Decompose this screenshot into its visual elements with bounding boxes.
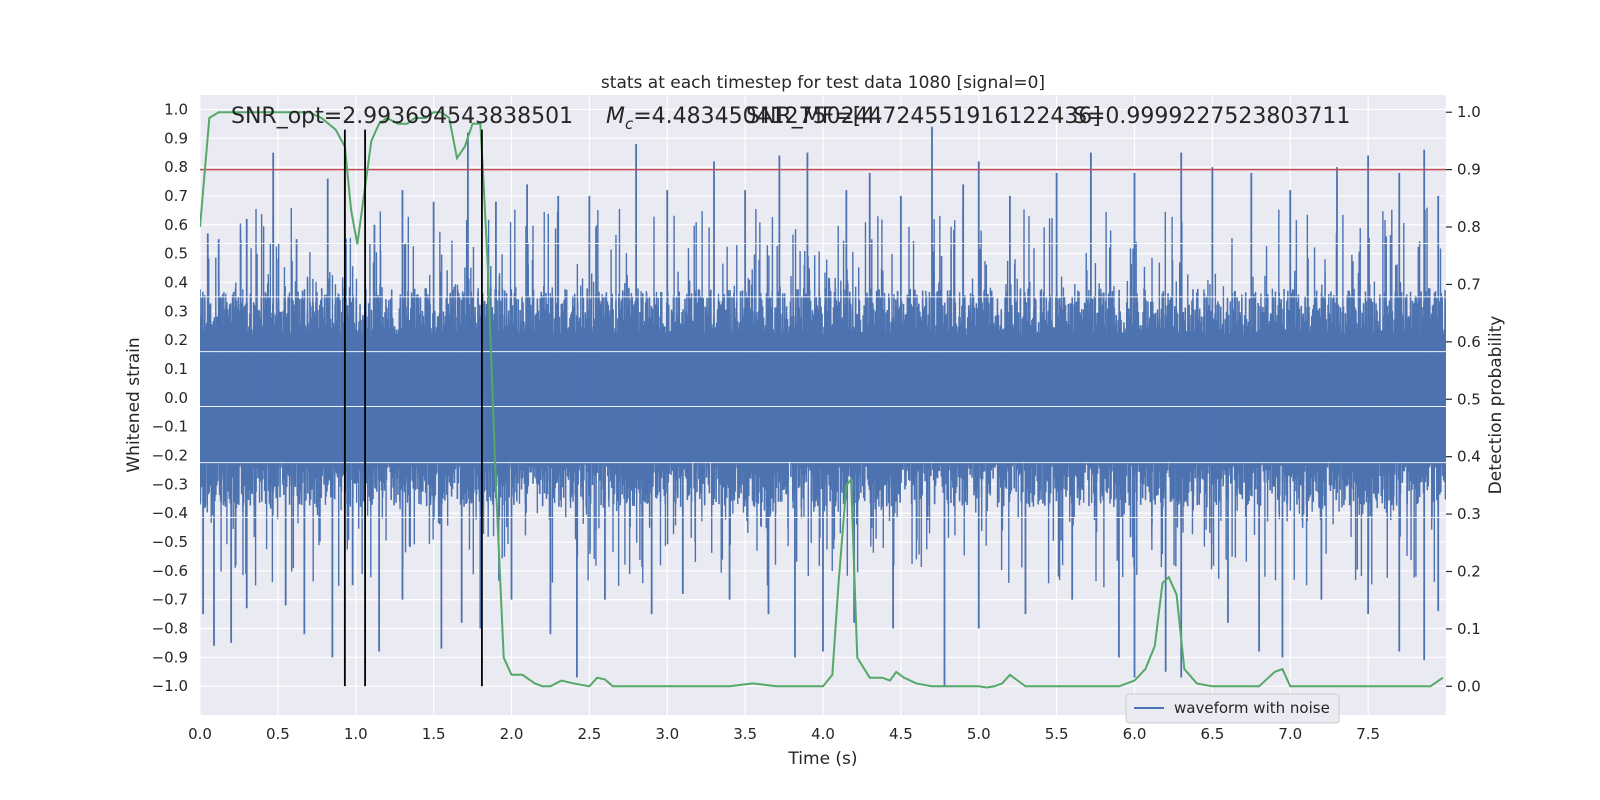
right-tick-label: 0.0 <box>1457 677 1481 695</box>
right-tick-label: 0.1 <box>1457 620 1481 638</box>
x-tick-label: 7.5 <box>1356 725 1380 743</box>
x-tick-label: 5.0 <box>967 725 991 743</box>
x-tick-label: 4.0 <box>811 725 835 743</box>
y-tick-label: −0.7 <box>152 591 188 609</box>
right-axis-ticks: 0.0 0.1 0.2 0.3 0.4 0.5 0.6 0.7 0.8 0.9 1.0 <box>1446 103 1481 695</box>
y-tick-label: 0.3 <box>164 302 188 320</box>
x-axis-ticks: 0.0 0.5 1.0 1.5 2.0 2.5 3.0 3.5 4.0 4.5 5.0 5.5 6.0 6… <box>188 725 1380 743</box>
y-tick-label: −0.4 <box>152 504 188 522</box>
y-tick-label: 0.8 <box>164 158 188 176</box>
right-tick-label: 0.6 <box>1457 333 1481 351</box>
x-tick-label: 5.5 <box>1045 725 1069 743</box>
right-tick-label: 0.9 <box>1457 161 1481 179</box>
x-tick-label: 0.0 <box>188 725 212 743</box>
right-tick-label: 0.2 <box>1457 562 1481 580</box>
y-tick-label: −0.8 <box>152 619 188 637</box>
y-tick-label: −0.5 <box>152 533 188 551</box>
legend-label: waveform with noise <box>1174 699 1330 717</box>
y-tick-label: 0.5 <box>164 245 188 263</box>
y-tick-label: −0.3 <box>152 475 188 493</box>
y-tick-label: −0.1 <box>152 418 188 436</box>
x-tick-label: 1.5 <box>422 725 446 743</box>
y-tick-label: −1.0 <box>152 677 188 695</box>
y-tick-label: −0.6 <box>152 562 188 580</box>
y-tick-label: 0.0 <box>164 389 188 407</box>
y-axis-label: Whitened strain <box>124 337 144 472</box>
y-axis-ticks: −1.0 −0.9 −0.8 −0.7 −0.6 −0.5 −0.4 −0.3 −0.2 −0.1… <box>152 100 188 695</box>
x-tick-label: 1.0 <box>344 725 368 743</box>
snr-mf-annotation: SNR_MF=[4.724551916122436] <box>746 104 1101 129</box>
right-tick-label: 0.5 <box>1457 390 1481 408</box>
y-tick-label: −0.2 <box>152 446 188 464</box>
y-tick-label: 0.1 <box>164 360 188 378</box>
detection-probability-line <box>200 111 1444 689</box>
s-value-annotation: S=0.9999227523803711 <box>1073 104 1350 129</box>
chirp-mass-value: =4.483450412750244 <box>633 104 882 129</box>
y-tick-label: 0.2 <box>164 331 188 349</box>
right-tick-label: 0.3 <box>1457 505 1481 523</box>
right-tick-label: 0.8 <box>1457 218 1481 236</box>
right-tick-label: 0.7 <box>1457 275 1481 293</box>
right-tick-label: 1.0 <box>1457 103 1481 121</box>
y-tick-label: 0.7 <box>164 187 188 205</box>
chirp-mass-annotation: Mc=4.483450412750244 <box>606 104 883 133</box>
x-tick-label: 6.0 <box>1123 725 1147 743</box>
y-tick-label: −0.9 <box>152 648 188 666</box>
y-tick-label: 0.4 <box>164 273 188 291</box>
x-tick-label: 3.0 <box>655 725 679 743</box>
y-tick-label: 0.9 <box>164 129 188 147</box>
snr-opt-annotation: SNR_opt=2.993694543838501 <box>231 104 573 129</box>
x-tick-label: 4.5 <box>889 725 913 743</box>
y-tick-label: 1.0 <box>164 100 188 118</box>
x-tick-label: 3.5 <box>733 725 757 743</box>
legend: waveform with noise <box>1125 693 1340 724</box>
waveform-with-noise-series <box>200 126 1446 687</box>
waveform-noise-body <box>200 288 1446 508</box>
x-tick-label: 6.5 <box>1200 725 1224 743</box>
y-tick-label: 0.6 <box>164 216 188 234</box>
x-tick-label: 7.0 <box>1278 725 1302 743</box>
chirp-mass-symbol: M <box>606 104 625 129</box>
x-axis-label: Time (s) <box>787 749 857 769</box>
right-axis-label: Detection probability <box>1486 316 1506 495</box>
x-tick-label: 2.5 <box>577 725 601 743</box>
x-tick-label: 2.0 <box>500 725 524 743</box>
chart-title: stats at each timestep for test data 108… <box>601 73 1045 93</box>
right-tick-label: 0.4 <box>1457 448 1481 466</box>
chirp-mass-subscript: c <box>625 115 634 133</box>
x-tick-label: 0.5 <box>266 725 290 743</box>
legend-box <box>1125 693 1340 724</box>
